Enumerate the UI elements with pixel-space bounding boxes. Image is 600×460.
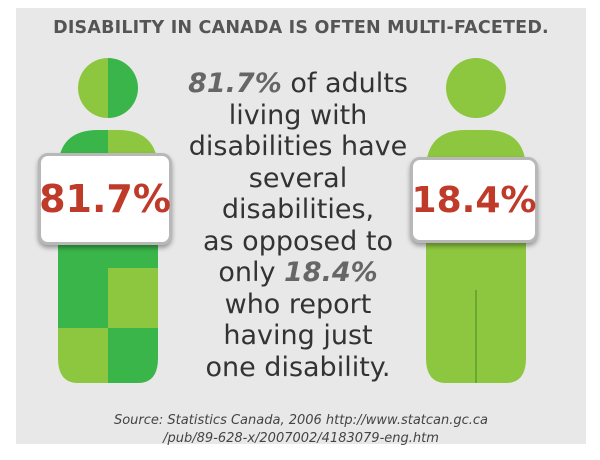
stat-badge-one-disability: 18.4% [410,157,538,243]
statement-line-7-pre: only [218,257,285,288]
source-line-2: /pub/89-628-x/2007002/4183079-eng.htm [163,431,439,446]
infographic-panel: DISABILITY IN CANADA IS OFTEN MULTI-FACE… [16,8,586,446]
statement-line-2: living with [228,99,368,131]
statement-line-1-rest: of adults [281,68,408,99]
statement-line-7: only 18.4% [168,257,428,289]
statement-line-1: 81.7% of adults [168,68,428,100]
statement-line-10: one disability. [205,351,391,383]
stat-badge-several-disabilities: 81.7% [38,153,172,245]
statement-line-4: several [248,162,348,194]
statement-line-5: disabilities, [221,194,375,225]
statement-line-6: as opposed to [202,225,393,257]
highlight-18-4: 18.4% [284,257,378,288]
source-line-1: Source: Statistics Canada, 2006 http://w… [113,413,489,428]
infographic-title: DISABILITY IN CANADA IS OFTEN MULTI-FACE… [53,18,549,38]
statement-line-8: who report [224,288,372,320]
statement-line-3: disabilities have [188,131,408,162]
source-citation: Source: Statistics Canada, 2006 http://w… [76,412,526,448]
main-statement: 81.7% of adults living with disabilities… [168,68,428,383]
statement-line-9: having just [223,320,373,351]
highlight-81-7: 81.7% [188,68,282,99]
